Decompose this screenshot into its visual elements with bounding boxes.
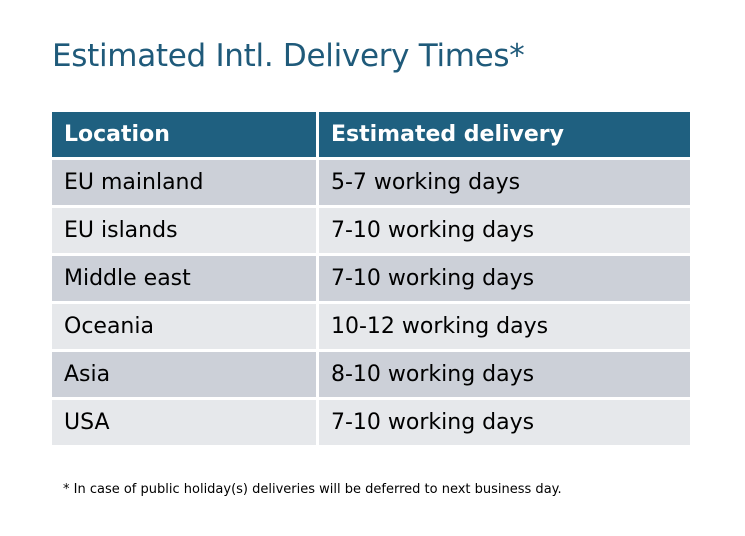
delivery-times-table: Location Estimated delivery EU mainland … — [49, 109, 693, 448]
column-header-location: Location — [52, 112, 316, 157]
table-row: EU mainland 5-7 working days — [52, 160, 690, 205]
table-row: Middle east 7-10 working days — [52, 256, 690, 301]
location-cell: USA — [52, 400, 316, 445]
delivery-cell: 7-10 working days — [319, 400, 690, 445]
delivery-cell: 8-10 working days — [319, 352, 690, 397]
delivery-cell: 7-10 working days — [319, 256, 690, 301]
location-cell: Asia — [52, 352, 316, 397]
table-row: USA 7-10 working days — [52, 400, 690, 445]
table-row: Oceania 10-12 working days — [52, 304, 690, 349]
table-row: EU islands 7-10 working days — [52, 208, 690, 253]
location-cell: Middle east — [52, 256, 316, 301]
location-cell: Oceania — [52, 304, 316, 349]
column-header-estimated-delivery: Estimated delivery — [319, 112, 690, 157]
table-header-row: Location Estimated delivery — [52, 112, 690, 157]
delivery-cell: 5-7 working days — [319, 160, 690, 205]
page-title: Estimated Intl. Delivery Times* — [52, 38, 525, 74]
footnote: * In case of public holiday(s) deliverie… — [63, 482, 562, 497]
location-cell: EU mainland — [52, 160, 316, 205]
table-row: Asia 8-10 working days — [52, 352, 690, 397]
delivery-cell: 7-10 working days — [319, 208, 690, 253]
location-cell: EU islands — [52, 208, 316, 253]
delivery-cell: 10-12 working days — [319, 304, 690, 349]
